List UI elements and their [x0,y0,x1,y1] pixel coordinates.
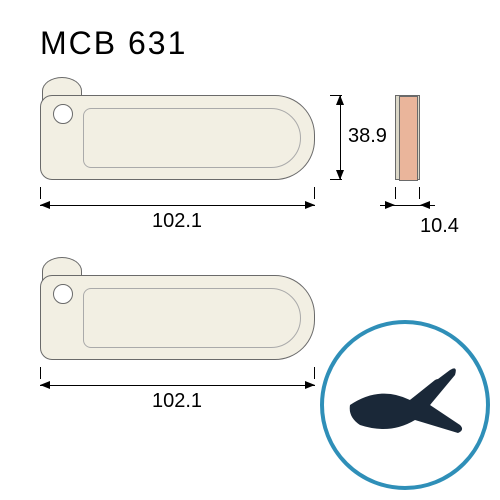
brake-pad-side-view [395,95,420,180]
dim-arrow-icon [305,381,315,389]
brake-pad-body [40,95,315,180]
dim-arrow-icon [40,201,50,209]
dim-label-width-bottom: 102.1 [152,390,202,413]
dim-tick [395,187,396,199]
dim-label-width-top: 102.1 [152,210,202,233]
dim-label-thickness: 10.4 [420,215,459,238]
dim-tick [40,187,41,199]
dim-line [340,95,341,180]
dim-arrow-icon [336,170,344,180]
dim-tick [40,367,41,379]
bird-icon [340,355,470,455]
friction-surface [83,288,301,348]
dim-line [40,205,315,206]
dim-arrow-icon [336,95,344,105]
product-title: MCB 631 [40,25,187,62]
dim-arrow-icon [40,381,50,389]
brake-pad-body [40,275,315,360]
dim-line [40,385,315,386]
dim-arrow-icon [305,201,315,209]
dim-tick [314,187,315,199]
brake-pad-side-inner [399,96,418,181]
dim-tick [314,367,315,379]
mounting-hole-icon [53,104,73,124]
friction-surface [83,108,301,168]
dim-arrow-icon [385,201,395,209]
brand-logo [320,320,490,490]
mounting-hole-icon [53,284,73,304]
dim-tick [419,187,420,199]
dim-arrow-icon [420,201,430,209]
dim-label-height: 38.9 [348,125,387,148]
